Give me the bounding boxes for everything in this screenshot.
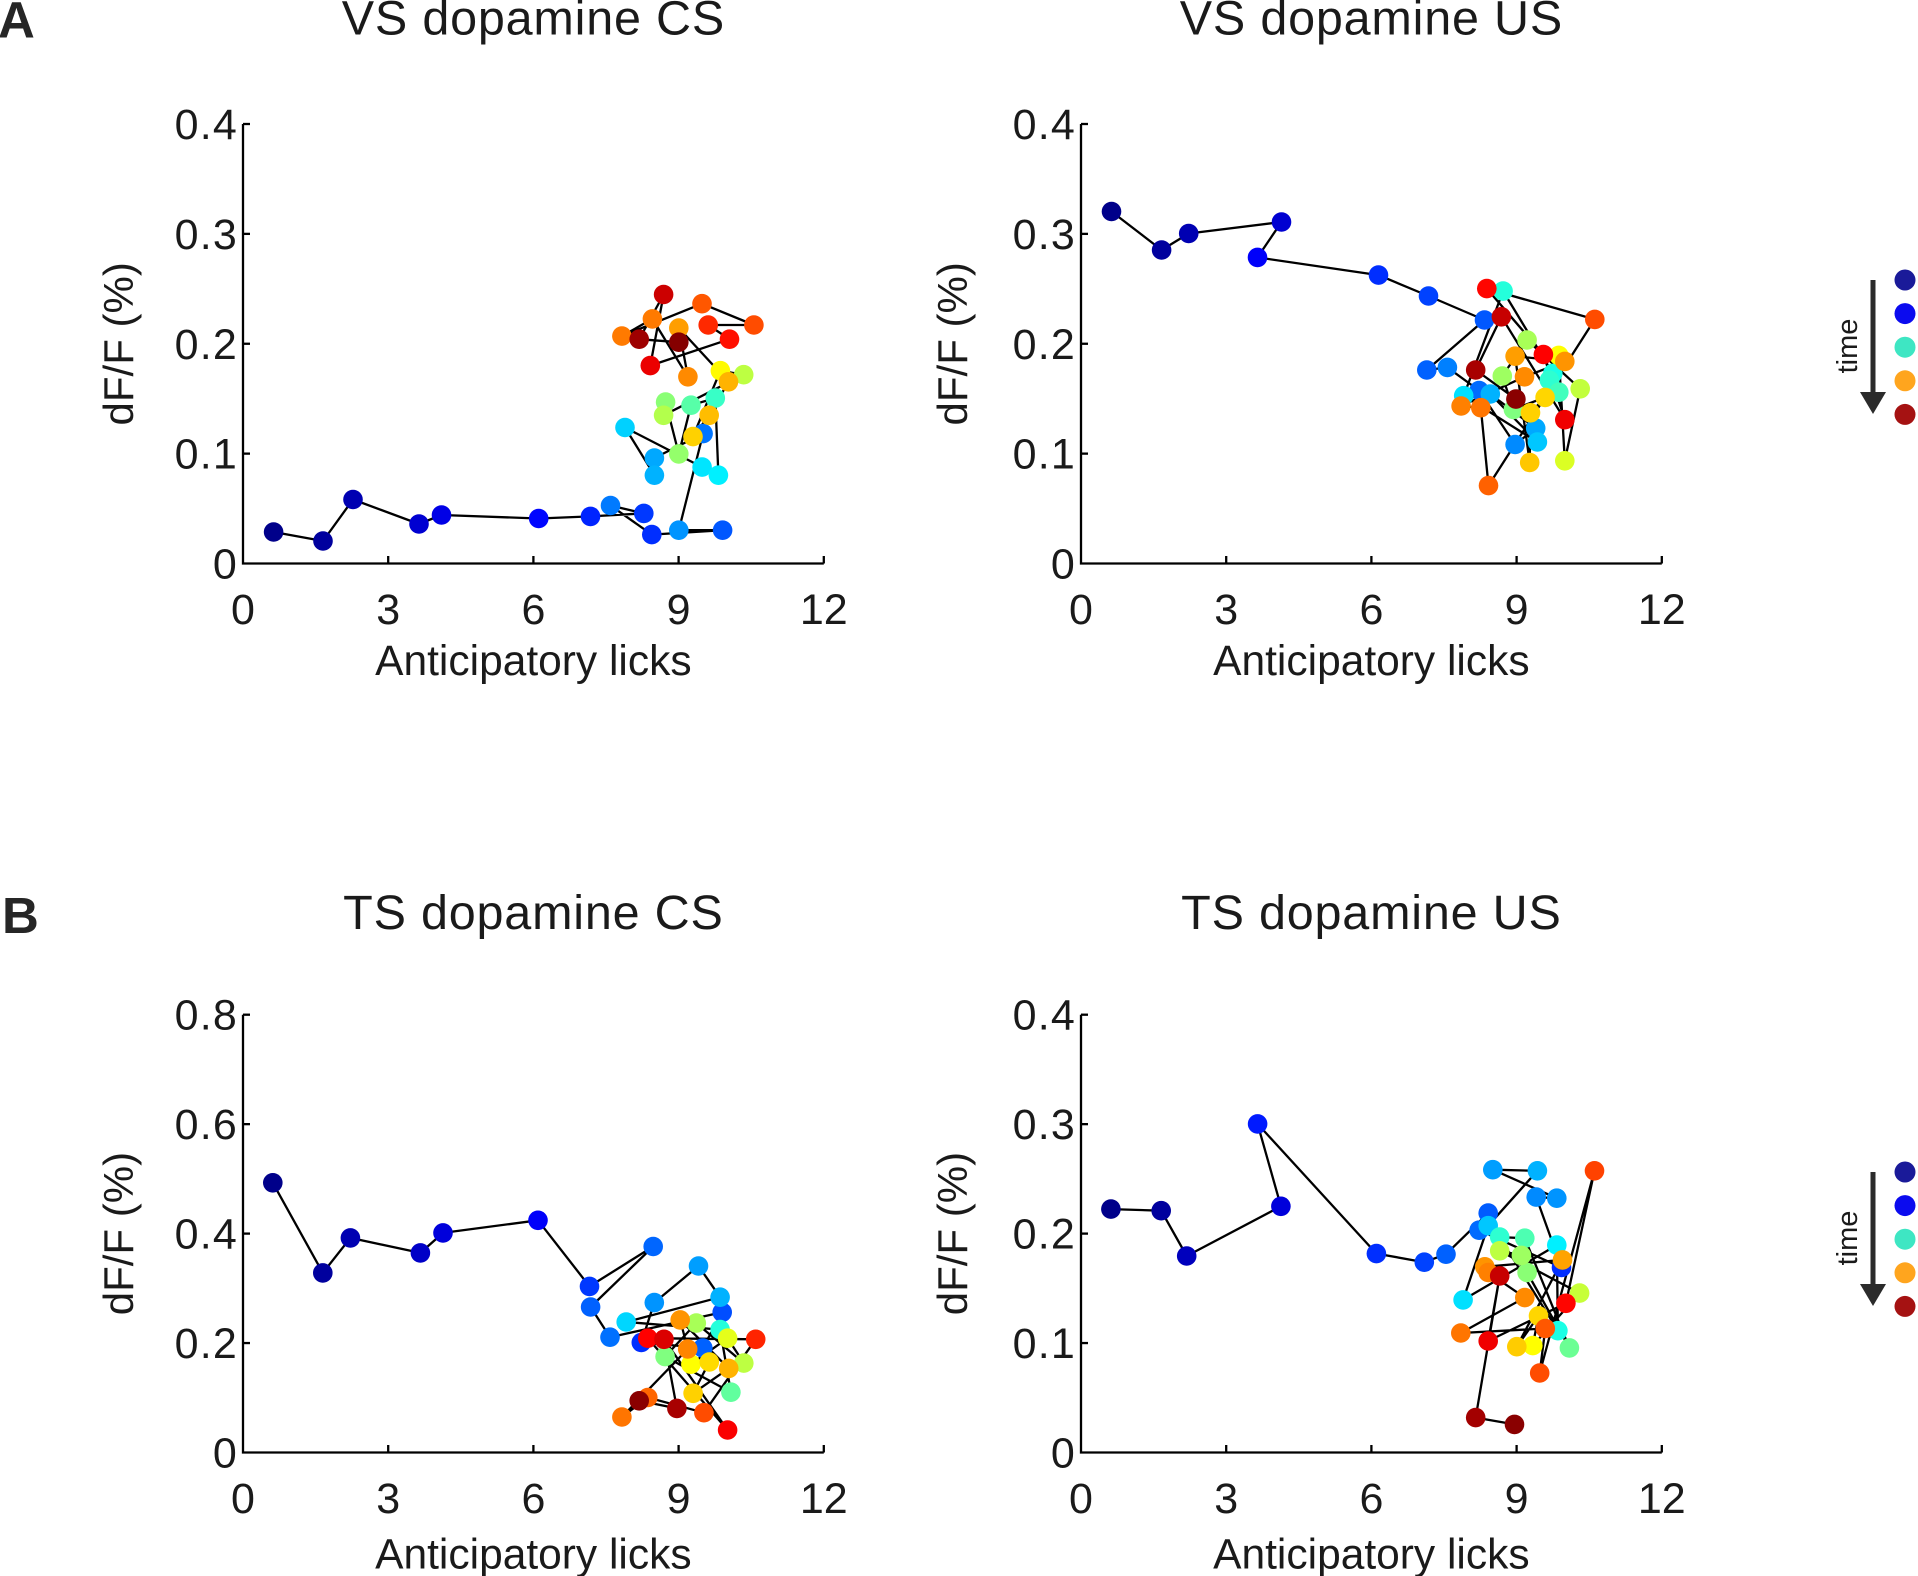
svg-text:dF/F (%): dF/F (%) xyxy=(95,262,142,425)
svg-text:0: 0 xyxy=(1051,541,1076,589)
svg-text:TS dopamine CS: TS dopamine CS xyxy=(343,886,724,940)
svg-text:TS dopamine US: TS dopamine US xyxy=(1181,886,1562,940)
svg-text:0.2: 0.2 xyxy=(175,1320,238,1368)
svg-text:0: 0 xyxy=(1069,586,1093,634)
svg-text:Anticipatory licks: Anticipatory licks xyxy=(1213,638,1530,685)
svg-text:6: 6 xyxy=(521,1475,545,1523)
svg-text:3: 3 xyxy=(1214,1475,1238,1523)
svg-text:0.2: 0.2 xyxy=(1013,321,1076,369)
svg-text:0: 0 xyxy=(1069,1475,1093,1523)
svg-text:0.3: 0.3 xyxy=(175,211,238,259)
svg-text:0.8: 0.8 xyxy=(175,992,238,1040)
svg-text:0.3: 0.3 xyxy=(1013,211,1076,259)
svg-text:9: 9 xyxy=(667,1475,691,1523)
svg-text:6: 6 xyxy=(1359,586,1383,634)
svg-text:0.4: 0.4 xyxy=(175,101,238,149)
svg-text:12: 12 xyxy=(1638,1475,1686,1523)
svg-text:Anticipatory licks: Anticipatory licks xyxy=(1213,1532,1530,1576)
svg-text:Anticipatory licks: Anticipatory licks xyxy=(375,638,692,685)
svg-text:0.2: 0.2 xyxy=(1013,1211,1076,1259)
svg-text:0.6: 0.6 xyxy=(175,1101,238,1149)
svg-text:3: 3 xyxy=(376,1475,400,1523)
svg-text:time: time xyxy=(1832,319,1864,374)
svg-text:12: 12 xyxy=(800,1475,848,1523)
svg-text:0.2: 0.2 xyxy=(175,321,238,369)
svg-text:0.4: 0.4 xyxy=(1013,101,1076,149)
svg-text:0: 0 xyxy=(231,586,255,634)
svg-text:time: time xyxy=(1832,1211,1864,1266)
svg-text:Anticipatory licks: Anticipatory licks xyxy=(375,1532,692,1576)
svg-text:0: 0 xyxy=(213,541,238,589)
svg-text:6: 6 xyxy=(521,586,545,634)
svg-text:9: 9 xyxy=(667,586,691,634)
svg-text:6: 6 xyxy=(1359,1475,1383,1523)
svg-text:dF/F (%): dF/F (%) xyxy=(95,1152,142,1315)
svg-text:0.1: 0.1 xyxy=(175,431,238,479)
svg-text:0.4: 0.4 xyxy=(1013,992,1076,1040)
svg-text:VS dopamine US: VS dopamine US xyxy=(1180,0,1563,46)
svg-text:0: 0 xyxy=(213,1430,238,1478)
svg-text:0.1: 0.1 xyxy=(1013,1320,1076,1368)
svg-text:0.3: 0.3 xyxy=(1013,1101,1076,1149)
svg-text:3: 3 xyxy=(1214,586,1238,634)
svg-text:12: 12 xyxy=(1638,586,1686,634)
svg-text:0.4: 0.4 xyxy=(175,1211,238,1259)
svg-text:12: 12 xyxy=(800,586,848,634)
svg-text:0: 0 xyxy=(231,1475,255,1523)
svg-text:dF/F (%): dF/F (%) xyxy=(929,262,976,425)
svg-text:9: 9 xyxy=(1505,1475,1529,1523)
svg-text:B: B xyxy=(2,887,39,944)
svg-text:VS dopamine CS: VS dopamine CS xyxy=(342,0,725,46)
svg-text:0.1: 0.1 xyxy=(1013,431,1076,479)
svg-text:0: 0 xyxy=(1051,1430,1076,1478)
svg-text:A: A xyxy=(0,0,35,48)
svg-text:9: 9 xyxy=(1505,586,1529,634)
svg-text:3: 3 xyxy=(376,586,400,634)
svg-text:dF/F (%): dF/F (%) xyxy=(929,1152,976,1315)
